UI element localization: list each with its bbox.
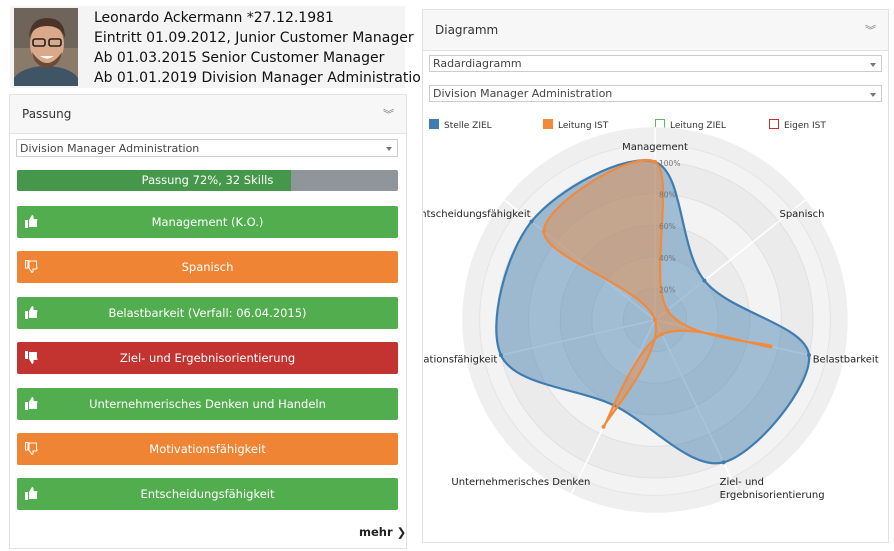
collapse-icon[interactable]: ︾: [383, 108, 394, 121]
more-label[interactable]: mehr: [359, 525, 393, 539]
category-label: Management: [622, 142, 688, 153]
skill-label: Spanisch: [181, 260, 234, 275]
progress-bar: Passung 72%, 32 Skills: [17, 170, 398, 191]
thumb-icon: [25, 487, 38, 501]
series-point: [529, 219, 534, 224]
thumb-icon: [25, 215, 38, 228]
profile-line: Ab 01.01.2019 Division Manager Administr…: [94, 70, 430, 86]
category-label: Entscheidungsfähigkeit: [423, 209, 531, 220]
dropdown[interactable]: Division Manager Administration: [429, 85, 882, 102]
series-point: [659, 332, 664, 337]
series-area: [495, 159, 811, 465]
panel-title: Diagramm: [435, 23, 499, 37]
skill-label: Unternehmerisches Denken und Handeln: [89, 396, 326, 411]
series-point: [653, 160, 657, 164]
series-point: [498, 353, 503, 358]
thumb-icon: [25, 396, 38, 410]
skill-label: Motivationsfähigkeit: [149, 442, 266, 456]
category-label: Spanisch: [779, 209, 824, 220]
r-tick-label: 100%: [659, 159, 680, 168]
skill-row[interactable]: Unternehmerisches Denken und Handeln: [17, 387, 398, 420]
legend-swatch: [769, 119, 779, 129]
dropdown[interactable]: Division Manager Administration: [16, 139, 398, 157]
dropdown[interactable]: Radardiagramm: [429, 55, 882, 72]
thumb-icon: [25, 260, 38, 274]
category-label: Ziel- und Ergebnisorientierung: [720, 477, 825, 501]
r-tick-label: 80%: [659, 191, 676, 200]
thumb-icon: [25, 305, 38, 319]
panel-title: Passung: [22, 107, 72, 121]
more-link[interactable]: mehr ❯: [359, 525, 407, 539]
profile: [10, 6, 405, 88]
series-point: [601, 424, 606, 429]
r-tick-label: 60%: [659, 222, 676, 231]
skill-label: Ziel- und Ergebnisorientierung: [119, 351, 296, 366]
series-point: [721, 460, 726, 465]
legend-label: Leitung ZIEL: [670, 121, 726, 131]
axis-spoke: [466, 319, 656, 364]
profile-line: Eintritt 01.09.2012, Junior Customer Man…: [94, 30, 414, 46]
axis-spoke: [654, 199, 807, 321]
legend-label: Stelle ZIEL: [444, 121, 492, 131]
axis-spoke: [654, 319, 740, 494]
skill-row[interactable]: Entscheidungsfähigkeit: [17, 478, 398, 511]
avatar: [14, 8, 78, 86]
axis-spoke: [503, 199, 656, 321]
panel-header: Diagramm ︾: [423, 10, 888, 51]
category-label: Unternehmerisches Denken: [451, 477, 590, 488]
series-point: [768, 344, 773, 349]
legend-swatch: [429, 119, 439, 129]
legend-swatch: [543, 119, 553, 129]
radar-chart: Stelle ZIEL Leitung IST Leitung ZIEL Eigen …: [423, 119, 879, 513]
category-label: Belastbarkeit: [813, 354, 879, 365]
legend-swatch: [655, 119, 665, 129]
skill-row[interactable]: Spanisch: [17, 251, 398, 284]
series-point: [702, 278, 707, 283]
skill-label: Entscheidungsfähigkeit: [140, 487, 275, 502]
profile-line: Ab 01.03.2015 Senior Customer Manager: [94, 50, 385, 66]
collapse-icon[interactable]: ︾: [865, 24, 876, 37]
thumb-icon: [25, 351, 38, 365]
profile-line: Leonardo Ackermann *27.12.1981: [94, 10, 334, 26]
legend-label: Leitung IST: [558, 121, 609, 131]
skill-row[interactable]: Motivationsfähigkeit: [17, 433, 398, 465]
skill-row[interactable]: Ziel- und Ergebnisorientierung: [17, 342, 398, 375]
series-area: [542, 159, 772, 428]
progress-fill: [17, 170, 292, 191]
legend-label: Eigen IST: [784, 121, 826, 131]
progress-label: Passung 72%, 32 Skills: [141, 173, 274, 187]
series-point: [807, 353, 812, 358]
skill-row[interactable]: Belastbarkeit (Verfall: 06.04.2015): [17, 296, 398, 329]
panel-header: Passung ︾: [10, 95, 406, 134]
r-tick-label: 20%: [659, 285, 676, 294]
series-point: [665, 308, 670, 313]
category-label: Motivationsfähigkeit: [423, 354, 497, 365]
thumb-icon: [25, 442, 38, 455]
skill-row[interactable]: Management (K.O.): [17, 206, 398, 238]
series-point: [653, 318, 657, 322]
skill-label: Management (K.O.): [151, 215, 264, 229]
skill-label: Belastbarkeit (Verfall: 06.04.2015): [108, 305, 307, 320]
series-point: [541, 229, 546, 234]
r-tick-label: 40%: [659, 254, 676, 263]
